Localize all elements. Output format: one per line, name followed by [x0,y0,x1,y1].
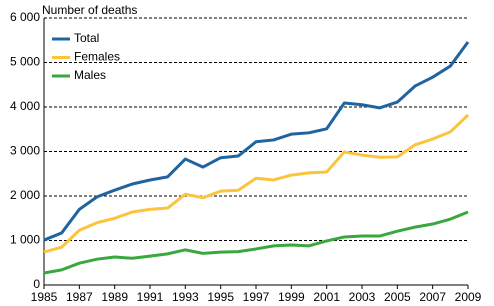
x-tick-label: 1987 [66,290,93,304]
x-tick-label: 2007 [419,290,446,304]
x-tick-label: 1991 [137,290,164,304]
x-tick-label: 2009 [455,290,482,304]
y-tick-label: 4 000 [10,99,40,113]
x-tick-label: 1999 [278,290,305,304]
x-tick-label: 2001 [313,290,340,304]
y-tick-label: 0 [33,277,40,291]
legend-label: Males [74,68,106,82]
y-tick-label: 1 000 [10,233,40,247]
series-line [43,210,469,275]
legend-label: Females [74,50,120,64]
x-tick-label: 2003 [349,290,376,304]
x-tick-label: 1993 [172,290,199,304]
x-tick-label: 1989 [101,290,128,304]
chart-title: Number of deaths [42,3,137,17]
x-tick-label: 1995 [207,290,234,304]
y-tick-label: 3 000 [10,144,40,158]
y-tick-label: 2 000 [10,188,40,202]
x-tick-label: 1997 [243,290,270,304]
x-tick-label: 2005 [384,290,411,304]
legend-label: Total [74,31,99,45]
series-line [43,113,470,254]
y-tick-label: 6 000 [10,10,40,24]
y-tick-label: 5 000 [10,55,40,69]
x-tick-label: 1985 [31,290,58,304]
series-line [43,41,470,242]
